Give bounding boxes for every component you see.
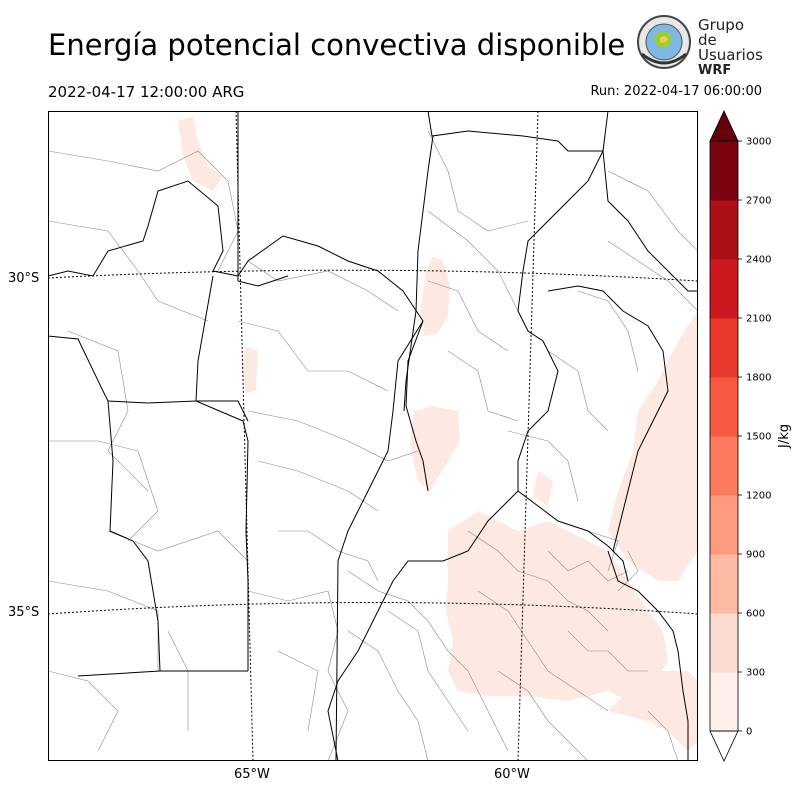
- cape-shading: [178, 116, 698, 751]
- colorbar-tick-label: 2400: [746, 255, 771, 266]
- colorbar-band: [710, 377, 738, 437]
- colorbar-tick-label: 0: [746, 727, 752, 738]
- colorbar-tick-label: 600: [746, 609, 765, 620]
- graticule: [48, 111, 698, 761]
- valid-time: 2022-04-17 12:00:00 ARG: [48, 83, 245, 101]
- colorbar-tick-label: 2100: [746, 314, 771, 325]
- lat-label-35s: 35°S: [8, 605, 40, 620]
- colorbar-bands: [710, 141, 738, 732]
- map-title: Energía potencial convectiva disponible: [48, 28, 626, 62]
- colorbar-label: J/kg: [777, 424, 792, 449]
- colorbar-tick-label: 2700: [746, 196, 771, 207]
- lat-label-30s: 30°S: [8, 271, 40, 286]
- logo-line1: Grupo de: [698, 16, 744, 49]
- globe-icon: [637, 15, 691, 69]
- lon-label-65w: 65°W: [234, 767, 270, 782]
- colorbar-tick-label: 900: [746, 550, 765, 561]
- colorbar: 0 300 600 900 1200 1500 1800 2100 2400 2700 3000 J…: [709, 110, 792, 762]
- colorbar-tick-label: 300: [746, 668, 765, 679]
- colorbar-tick-label: 1800: [746, 373, 771, 384]
- cape-area-small2: [242, 346, 258, 393]
- colorbar-ticks: 0 300 600 900 1200 1500 1800 2100 2400 2700 3000: [738, 137, 771, 738]
- colorbar-band: [710, 495, 738, 555]
- colorbar-band: [710, 613, 738, 673]
- cape-area-small1: [533, 471, 553, 506]
- colorbar-band: [710, 672, 738, 732]
- run-time: Run: 2022-04-17 06:00:00: [590, 84, 762, 99]
- colorbar-tick-label: 3000: [746, 137, 771, 148]
- colorbar-band: [710, 200, 738, 260]
- cape-area-uruguay: [608, 311, 698, 581]
- colorbar-tick-label: 1200: [746, 491, 771, 502]
- lon-label-60w: 60°W: [494, 767, 530, 782]
- logo-line3: WRF: [698, 63, 732, 78]
- wrf-group-logo: Grupo de Usuarios WRF: [636, 14, 763, 78]
- logo-line2: Usuarios: [698, 46, 763, 64]
- cape-area-coast: [608, 671, 698, 751]
- colorbar-band: [710, 554, 738, 614]
- cape-area-north: [420, 256, 450, 336]
- colorbar-band: [710, 436, 738, 496]
- cape-area-center: [410, 406, 460, 491]
- department-boundaries: [48, 130, 698, 761]
- colorbar-band: [710, 318, 738, 378]
- colorbar-under-triangle: [709, 730, 739, 762]
- map-frame: [48, 111, 698, 761]
- colorbar-tick-label: 1500: [746, 432, 771, 443]
- colorbar-over-triangle: [709, 110, 739, 142]
- colorbar-band: [710, 259, 738, 319]
- cape-map: [48, 111, 698, 761]
- colorbar-band: [710, 141, 738, 201]
- province-boundaries: [48, 111, 698, 761]
